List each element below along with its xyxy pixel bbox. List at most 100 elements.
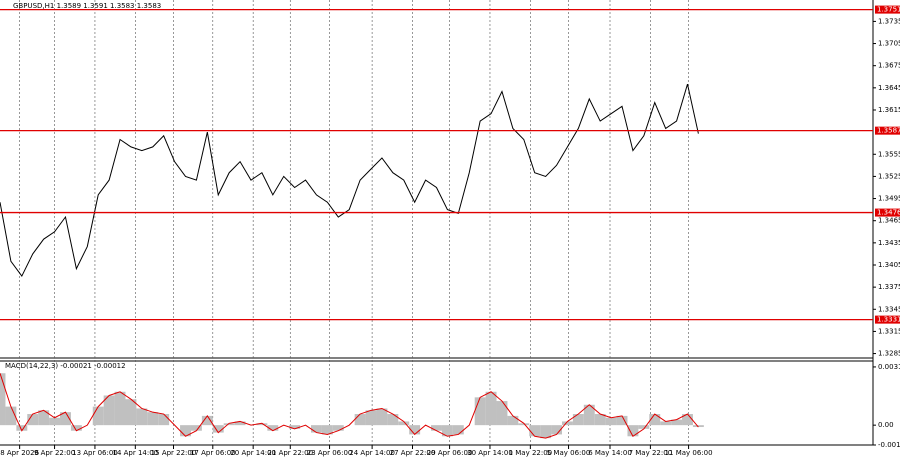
macd-bar [387,414,399,426]
macd-bar [267,425,279,431]
y-tick-label: 1.3345 [878,305,900,313]
macd-bar [223,423,235,426]
macd-bar [452,425,464,435]
x-tick-label: 15 Apr 22:00 [151,449,197,457]
macd-bar [529,425,541,437]
macd-bar [561,421,573,426]
y-tick-label: 1.3465 [878,217,900,225]
y-tick-label: 1.3525 [878,172,900,180]
level-label: 1.3476 [877,209,900,217]
macd-bar [311,425,322,433]
macd-bar [441,425,453,437]
x-tick-label: 13 Apr 06:00 [72,449,118,457]
macd-bar [332,425,344,431]
y-tick-label: 1.3555 [878,150,900,158]
macd-bar [114,391,126,426]
y-tick-label: 1.3615 [878,106,900,114]
y-tick-label: 1.3645 [878,84,900,92]
macd-bar [234,421,246,426]
macd-bar [180,425,191,437]
macd-bar [485,391,497,426]
macd-bar [70,425,82,431]
y-tick-label: 1.3495 [878,195,900,203]
price-line [0,84,699,278]
level-tag [875,126,900,135]
macd-bar [212,425,224,433]
macd-bar [572,414,584,426]
x-tick-label: 27 Apr 22:00 [390,449,436,457]
macd-bar [49,417,61,426]
macd-bar [16,425,28,431]
macd-bar [354,414,366,426]
macd-bar [583,404,595,426]
y-tick-label: 1.3315 [878,327,900,335]
x-tick-label: 14 Apr 14:00 [112,449,158,457]
macd-bar [190,425,202,431]
macd-bar [638,425,650,429]
x-tick-label: 30 Apr 14:00 [467,449,513,457]
macd-bar [474,397,486,426]
macd-bar [507,415,519,426]
y-tick-label: 1.3405 [878,261,900,269]
level-label: 1.3751 [877,6,900,14]
y-tick-label: 1.3675 [878,62,900,70]
y-tick-label: 1.3735 [878,17,900,25]
macd-bar [27,414,39,426]
macd-bar [158,414,170,426]
macd-bar [38,410,50,426]
x-tick-label: 17 Apr 06:00 [190,449,236,457]
macd-bar [431,425,442,431]
y-tick-label: 0.00 [878,421,894,429]
x-tick-label: 6 May 14:00 [588,449,632,457]
macd-bar [682,414,693,426]
level-label: 1.3331 [877,316,900,324]
symbol-header: GBPUSD,H1 1.3589 1.3591 1.3583 1.3583 [13,2,161,10]
macd-bar [289,425,301,429]
macd-bar [365,410,377,426]
x-tick-label: 8 Apr 2026 [0,449,39,457]
macd-bar [201,415,213,426]
x-tick-label: 1 May 22:00 [509,449,553,457]
y-tick-label: 1.3285 [878,350,900,358]
macd-bar [660,421,672,426]
x-tick-label: 23 Apr 06:00 [307,449,353,457]
y-tick-label: 0.00314 [878,363,900,371]
macd-bar [518,423,530,426]
level-tag [875,208,900,217]
macd-bar [5,406,17,426]
x-tick-label: 7 May 22:00 [629,449,673,457]
macd-bar [147,412,159,426]
macd-bar [136,408,148,426]
macd-bar [540,425,552,439]
macd-bar [551,425,562,435]
macd-bar [125,399,137,426]
x-tick-label: 5 May 06:00 [547,449,591,457]
x-tick-label: 9 Apr 22:00 [34,449,75,457]
macd-bar [496,401,508,426]
macd-bar [103,395,115,426]
level-label: 1.3587 [877,127,900,135]
macd-bar [256,423,268,426]
macd-bar [671,419,683,426]
x-tick-label: 21 Apr 22:00 [267,449,313,457]
x-tick-label: 20 Apr 14:00 [230,449,276,457]
macd-bar [376,408,388,426]
x-tick-label: 24 Apr 14:00 [349,449,395,457]
macd-bar [649,414,661,426]
macd-signal [0,373,699,439]
macd-bar [60,412,71,426]
macd-bar [616,415,628,426]
x-tick-label: 11 May 06:00 [665,449,713,457]
macd-bar [627,425,639,437]
y-tick-label: 1.3375 [878,283,900,291]
macd-header: MACD(14,22,3) -0.00021 -0.00012 [5,362,126,370]
macd-bar [594,414,606,426]
level-tag [875,5,900,14]
macd-bar [398,421,410,426]
macd-bar [0,373,6,426]
x-tick-label: 29 Apr 06:00 [427,449,473,457]
macd-bar [321,425,333,435]
y-tick-label: 1.3705 [878,40,900,48]
